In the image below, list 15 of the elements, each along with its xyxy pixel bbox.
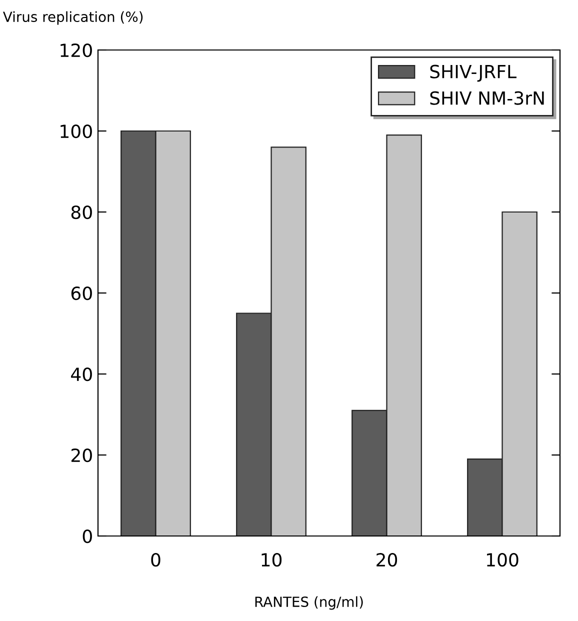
x-axis-title: RANTES (ng/ml) (255, 596, 363, 610)
x-tick-label: 100 (487, 552, 518, 567)
legend-label: SHIV-JRFL (430, 64, 516, 82)
y-axis-title: Virus replication (%) (3, 11, 143, 25)
y-tick-label: 80 (71, 205, 92, 220)
y-tick-label: 0 (82, 529, 92, 544)
y-tick-label: 100 (60, 124, 92, 138)
x-tick-label: 20 (376, 552, 398, 567)
legend-label: SHIV NM-3rN (430, 91, 544, 105)
y-tick-label: 20 (71, 448, 92, 462)
x-tick-label: 10 (262, 552, 282, 567)
y-tick-label: 60 (71, 286, 92, 300)
y-tick-label: 40 (71, 367, 92, 382)
x-tick-label: 0 (151, 552, 160, 567)
y-tick-label: 120 (60, 43, 92, 58)
